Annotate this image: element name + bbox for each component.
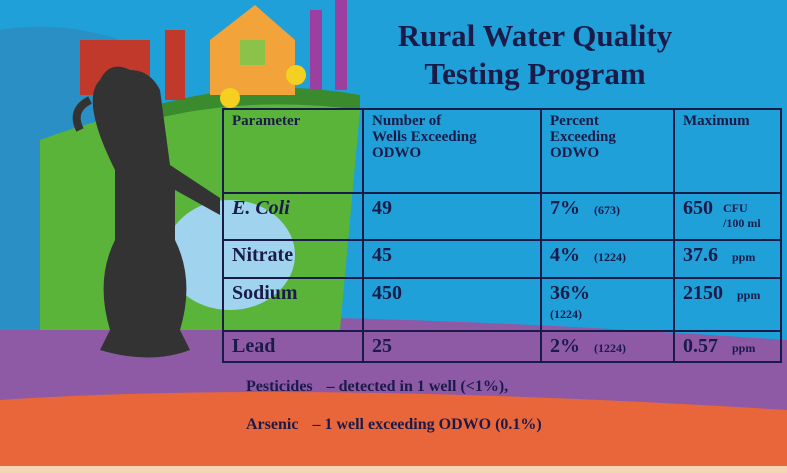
- sample-count: (1224): [550, 307, 582, 321]
- maximum: 2150: [683, 282, 723, 304]
- header-cell: Maximum: [683, 113, 772, 129]
- sample-count: (673): [594, 203, 620, 217]
- title-line: Testing Program: [330, 56, 740, 92]
- note-text: – 1 well exceeding ODWO (0.1%): [312, 416, 541, 433]
- unit: ppm: [732, 341, 755, 355]
- unit: ppm: [737, 288, 760, 302]
- percent: 7%: [550, 197, 580, 219]
- percent: 36%: [550, 282, 665, 305]
- parameter: Lead: [223, 331, 363, 362]
- wells: 450: [363, 278, 541, 331]
- wells: 49: [363, 193, 541, 240]
- header-cell: ODWO: [372, 145, 532, 161]
- parameter: Sodium: [223, 278, 363, 331]
- title-line: Rural Water Quality: [330, 18, 740, 54]
- header-cell: Parameter: [232, 113, 354, 129]
- maximum: 37.6: [683, 244, 718, 266]
- header-cell: Wells Exceeding: [372, 129, 532, 145]
- note: Pesticides – detected in 1 well (<1%),: [246, 378, 508, 396]
- percent: 2%: [550, 335, 580, 357]
- note-term: Arsenic: [246, 416, 298, 433]
- header-cell: Exceeding: [550, 129, 665, 145]
- header-cell: ODWO: [550, 145, 665, 161]
- header-cell: Number of: [372, 113, 532, 129]
- parameter: E. Coli: [232, 197, 290, 219]
- wells: 25: [363, 331, 541, 362]
- percent: 4%: [550, 244, 580, 266]
- note: Arsenic – 1 well exceeding ODWO (0.1%): [246, 416, 542, 434]
- parameter: Nitrate: [223, 240, 363, 278]
- unit: CFU /100 ml: [723, 201, 763, 231]
- maximum: 650: [683, 197, 713, 219]
- note-text: – detected in 1 well (<1%),: [327, 378, 509, 395]
- wells: 45: [363, 240, 541, 278]
- sample-count: (1224): [594, 341, 626, 355]
- slide: Rural Water Quality Testing Program Para…: [0, 0, 787, 473]
- note-term: Pesticides: [246, 378, 313, 395]
- unit: ppm: [732, 250, 755, 264]
- sample-count: (1224): [594, 250, 626, 264]
- maximum: 0.57: [683, 335, 718, 357]
- header-cell: Percent: [550, 113, 665, 129]
